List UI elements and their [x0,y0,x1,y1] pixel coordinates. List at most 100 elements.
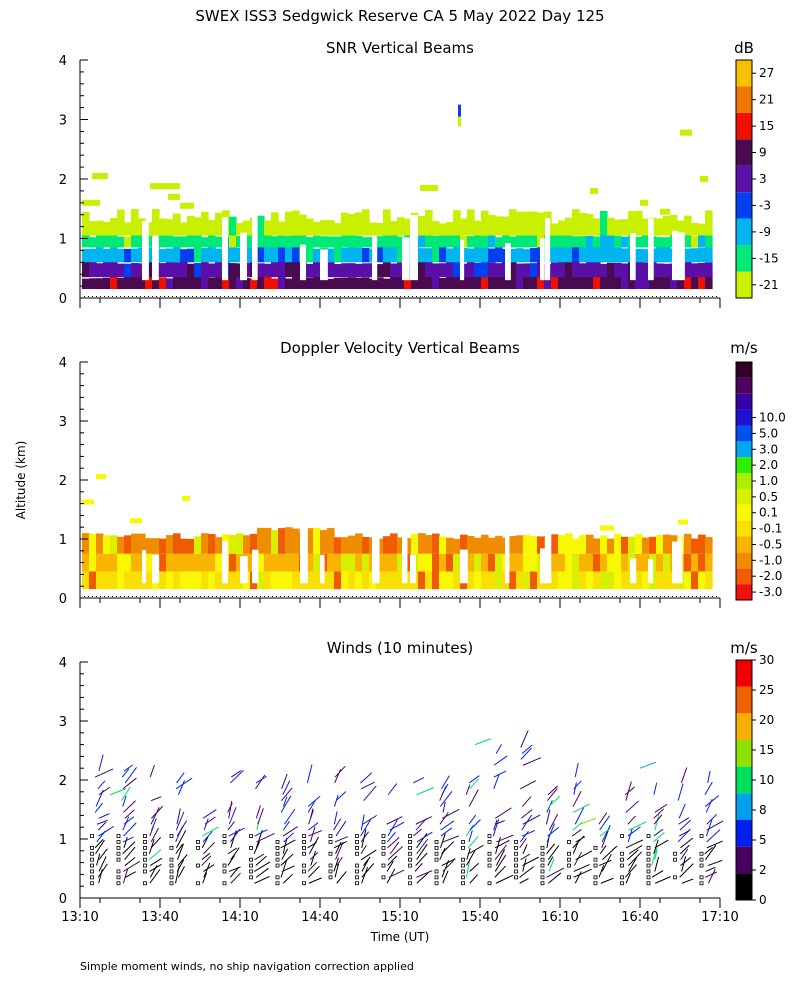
baseline-dot [544,296,545,297]
snr-cell [439,277,447,290]
snr-cell [208,246,216,263]
baseline-dot [248,296,249,297]
velocity-cell [635,571,643,590]
baseline-dot [556,596,557,597]
velocity-cell [404,538,412,554]
snr-cell [271,245,279,263]
wind-barb [306,764,313,784]
colorbar-label: 8 [759,803,767,817]
wind-barb [520,780,537,790]
colorbar-swatch [736,520,752,537]
baseline-dot [596,596,597,597]
baseline-dot [348,296,349,297]
snr-cell [663,247,671,263]
baseline-dot [576,596,577,597]
velocity-cell [411,533,419,554]
velocity-cell [320,530,328,554]
snr-cell [677,220,685,236]
baseline-dot [448,296,449,297]
wind-barb [573,868,592,878]
velocity-cell [474,553,482,572]
velocity-cell [607,571,615,590]
wind-barb [307,822,319,831]
baseline-dot [576,296,577,297]
colorbar-label: 1.0 [759,474,778,488]
velocity-cell [306,571,314,590]
snr-cell [460,218,468,236]
snr-cell [481,235,489,248]
baseline-dot [240,596,241,597]
snr-cell [180,236,188,248]
wind-station-marker [487,857,492,862]
baseline-dot [384,296,385,297]
wind-barb [519,866,534,878]
baseline-dot [332,596,333,597]
baseline-dot [284,296,285,297]
velocity-cell [698,571,706,590]
velocity-cell [663,534,671,554]
wind-barb [203,841,216,855]
snr-cell [621,219,629,236]
snr-cell [173,236,181,248]
baseline-dot [460,296,461,297]
wind-barb [97,863,108,878]
wind-barb [416,838,429,855]
snr-cell [236,223,244,236]
wind-barb [469,874,479,884]
wind-station-marker [302,869,306,874]
velocity-cell [264,527,272,554]
snr-cell [376,236,384,248]
wind-barb [494,840,510,849]
snr-cell [159,218,167,236]
velocity-cell [229,571,237,590]
wind-station-marker [593,881,598,886]
snr-cell [278,235,286,248]
baseline-dot [568,596,569,597]
baseline-dot [528,296,529,297]
snr-cell [306,218,314,236]
velocity-cell [488,571,496,590]
colorbar-label: 5.0 [759,426,778,440]
snr-cell [432,246,440,263]
baseline-dot [316,596,317,597]
snr-cell [376,277,384,290]
velocity-cell [586,571,594,590]
wind-barb [361,859,369,872]
colorbar-swatch [736,488,752,505]
wind-barb [548,858,555,872]
baseline-dot [628,596,629,597]
snr-cell [89,221,97,236]
baseline-dot [344,296,345,297]
velocity-cell [467,571,475,590]
snr-cell [180,261,188,278]
baseline-dot [688,296,689,297]
baseline-dot [240,296,241,297]
wind-barb [522,814,541,825]
wind-barb [625,839,644,849]
colorbar-label: 25 [759,683,774,697]
velocity-cell [236,571,244,590]
colorbar-swatch [736,584,752,600]
wind-station-marker [355,863,359,868]
velocity-cell [460,534,468,554]
wind-station-marker [461,875,465,880]
wind-station-marker [328,851,333,856]
velocity-cell [334,553,342,572]
wind-station-marker [646,857,651,862]
wind-barb [283,832,294,843]
wind-barb [229,866,240,878]
baseline-dot [644,596,645,597]
snr-cell [586,273,594,290]
colorbar-swatch [736,873,752,900]
baseline-dot [116,296,117,297]
wind-barb [548,795,561,807]
velocity-cell [397,553,405,572]
wind-barb [521,744,533,754]
baseline-dot [184,596,185,597]
wind-barb [203,818,209,831]
wind-barb [201,826,219,837]
velocity-cell [418,571,426,590]
velocity-cell [194,571,202,590]
baseline-dot [356,596,357,597]
velocity-cell [96,533,104,554]
